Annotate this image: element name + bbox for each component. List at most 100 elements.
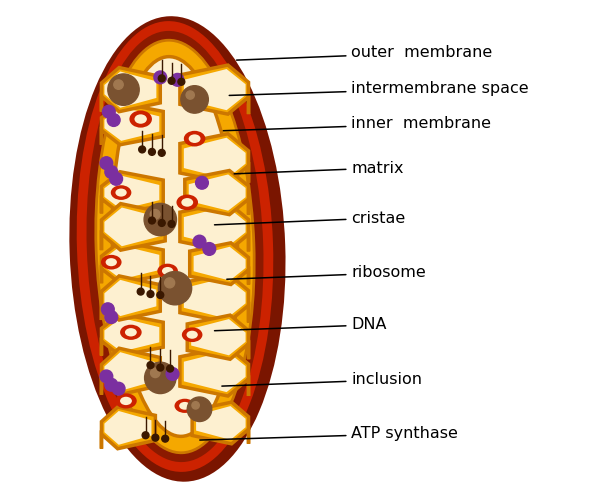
Circle shape	[142, 432, 149, 439]
Polygon shape	[101, 407, 155, 449]
Ellipse shape	[184, 131, 205, 146]
Circle shape	[139, 146, 146, 153]
Polygon shape	[101, 68, 160, 112]
Polygon shape	[184, 206, 245, 247]
Circle shape	[186, 91, 194, 99]
Circle shape	[158, 75, 165, 82]
Polygon shape	[104, 352, 157, 391]
Polygon shape	[104, 411, 151, 445]
Polygon shape	[104, 176, 160, 210]
Circle shape	[149, 217, 155, 224]
Polygon shape	[104, 318, 160, 352]
Circle shape	[162, 435, 169, 442]
Circle shape	[167, 365, 173, 372]
Polygon shape	[180, 347, 248, 396]
Polygon shape	[184, 278, 245, 318]
Circle shape	[105, 311, 118, 323]
Ellipse shape	[182, 327, 202, 342]
Text: DNA: DNA	[215, 317, 387, 332]
Ellipse shape	[120, 325, 142, 340]
Ellipse shape	[175, 399, 195, 413]
Circle shape	[157, 364, 164, 371]
Ellipse shape	[70, 16, 286, 482]
Ellipse shape	[115, 393, 137, 409]
Circle shape	[150, 210, 160, 219]
Ellipse shape	[176, 195, 198, 210]
Circle shape	[178, 78, 185, 85]
Circle shape	[145, 362, 176, 393]
Circle shape	[137, 288, 144, 295]
Ellipse shape	[134, 114, 147, 124]
Polygon shape	[185, 171, 248, 214]
Circle shape	[187, 397, 212, 422]
Text: matrix: matrix	[234, 161, 404, 176]
Polygon shape	[180, 203, 248, 251]
Circle shape	[101, 303, 114, 316]
Ellipse shape	[179, 402, 190, 410]
Circle shape	[158, 272, 191, 305]
Circle shape	[105, 166, 118, 178]
Circle shape	[147, 362, 154, 369]
Polygon shape	[192, 402, 248, 444]
Polygon shape	[101, 204, 165, 250]
Circle shape	[157, 291, 164, 298]
Polygon shape	[104, 280, 157, 316]
Circle shape	[105, 378, 118, 391]
Ellipse shape	[96, 40, 254, 453]
Circle shape	[100, 157, 113, 170]
Polygon shape	[184, 69, 245, 110]
Circle shape	[144, 203, 176, 236]
Circle shape	[147, 290, 154, 297]
Ellipse shape	[77, 21, 273, 472]
Circle shape	[196, 176, 208, 189]
Ellipse shape	[120, 397, 132, 405]
Circle shape	[181, 86, 208, 113]
Circle shape	[193, 235, 206, 248]
Ellipse shape	[181, 198, 193, 207]
Text: ATP synthase: ATP synthase	[200, 426, 458, 441]
Circle shape	[166, 368, 179, 380]
Polygon shape	[180, 274, 248, 322]
Circle shape	[164, 278, 175, 288]
Polygon shape	[101, 348, 160, 395]
Circle shape	[168, 220, 175, 227]
Circle shape	[107, 114, 120, 126]
Circle shape	[158, 149, 165, 156]
Polygon shape	[191, 319, 245, 355]
Ellipse shape	[125, 328, 137, 336]
Text: ribosome: ribosome	[227, 265, 426, 281]
Circle shape	[168, 77, 175, 84]
Circle shape	[192, 402, 199, 409]
Ellipse shape	[157, 264, 178, 279]
Circle shape	[203, 243, 215, 255]
Text: inner  membrane: inner membrane	[223, 116, 491, 132]
Polygon shape	[190, 243, 248, 284]
Polygon shape	[184, 351, 245, 392]
Polygon shape	[187, 315, 248, 359]
Ellipse shape	[111, 185, 131, 200]
Polygon shape	[180, 65, 248, 114]
Circle shape	[114, 80, 123, 89]
Circle shape	[151, 368, 160, 378]
Text: inclusion: inclusion	[222, 372, 422, 387]
Ellipse shape	[101, 255, 122, 270]
Text: intermembrane space: intermembrane space	[229, 81, 529, 96]
Circle shape	[154, 71, 167, 84]
Ellipse shape	[188, 134, 200, 143]
Polygon shape	[101, 103, 163, 145]
Circle shape	[149, 148, 155, 155]
Circle shape	[108, 74, 139, 106]
Polygon shape	[189, 175, 245, 211]
Ellipse shape	[106, 258, 117, 266]
Ellipse shape	[130, 110, 152, 128]
Circle shape	[112, 382, 125, 395]
Circle shape	[158, 219, 165, 226]
Polygon shape	[104, 208, 161, 246]
Polygon shape	[180, 134, 248, 183]
Circle shape	[152, 434, 159, 441]
Text: outer  membrane: outer membrane	[236, 45, 493, 60]
Ellipse shape	[187, 331, 198, 339]
Circle shape	[171, 73, 184, 86]
Polygon shape	[104, 107, 160, 141]
Polygon shape	[104, 246, 160, 280]
